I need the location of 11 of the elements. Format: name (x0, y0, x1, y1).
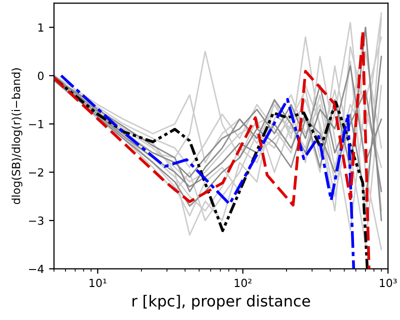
x-tick-label: 10² (234, 278, 252, 288)
y-axis-title: dlog(SB)/dlog(r)(i−band) (12, 68, 22, 204)
x-tick-label: 10³ (380, 278, 397, 288)
y-tick-label: −4 (29, 264, 44, 274)
x-tick-label: 10¹ (90, 278, 106, 288)
y-tick-label: 1 (38, 23, 44, 32)
y-tick-label: −1 (29, 120, 44, 128)
y-tick-label: −3 (29, 216, 44, 225)
y-tick-label: −2 (29, 168, 44, 176)
y-tick-label: 0 (38, 72, 44, 80)
x-axis-title: r [kpc], proper distance (132, 294, 310, 310)
